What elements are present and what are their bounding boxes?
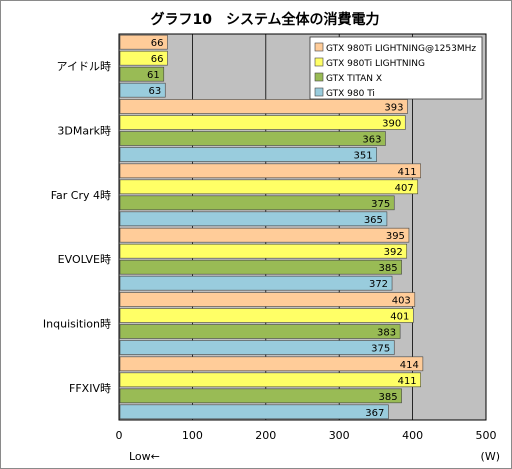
x-tick-label: 0: [116, 429, 123, 442]
bar-value-label: 390: [382, 119, 401, 130]
bar-value-label: 407: [395, 183, 414, 194]
bar: [119, 388, 402, 404]
bar-value-label: 63: [149, 86, 162, 97]
legend-label: GTX 980Ti LIGHTNING: [326, 59, 425, 69]
bar-value-label: 403: [392, 296, 411, 307]
legend-label: GTX 980Ti LIGHTNING@1253MHz: [326, 44, 476, 54]
bar-value-label: 375: [371, 344, 390, 355]
category-label: Inquisition時: [43, 318, 111, 331]
bar-value-label: 383: [377, 328, 396, 339]
bar: [119, 115, 406, 130]
bar: [119, 163, 421, 179]
bar-value-label: 385: [378, 392, 397, 403]
bar: [119, 324, 401, 339]
bar-value-label: 372: [369, 279, 388, 290]
bar-value-label: 395: [386, 231, 405, 242]
bar-value-label: 411: [398, 376, 417, 387]
bar: [119, 259, 402, 275]
bar-value-label: 351: [354, 151, 373, 162]
legend-swatch: [314, 57, 324, 67]
category-label: EVOLVE時: [58, 253, 111, 266]
bar: [119, 211, 388, 227]
bar-value-label: 411: [398, 167, 417, 178]
category-label: 3DMark時: [57, 125, 111, 138]
bar-value-label: 66: [151, 38, 164, 49]
x-axis-unit-label: (W): [481, 450, 500, 463]
bar: [119, 147, 377, 162]
bar-value-label: 393: [384, 103, 403, 114]
bar: [119, 404, 389, 420]
x-tick-label: 100: [182, 429, 203, 442]
x-tick-labels: 0 100 200 300 400 500: [116, 429, 497, 442]
bar: [119, 66, 165, 82]
x-tick-label: 300: [329, 429, 350, 442]
plot-border: [118, 33, 487, 421]
legend-label: GTX 980 Ti: [326, 89, 375, 99]
category-label: アイドル時: [57, 60, 111, 73]
bar-value-label: 401: [390, 312, 409, 323]
bar-value-label: 365: [364, 215, 383, 226]
legend-label: GTX TITAN X: [326, 74, 382, 84]
gridlines: [118, 33, 487, 421]
category-label: FFXIV時: [69, 382, 111, 395]
legend: GTX 980Ti LIGHTNING@1253MHz GTX 980Ti LIG…: [309, 36, 483, 100]
bar: [119, 275, 393, 291]
bar-value-label: 385: [378, 263, 397, 274]
bar-value-label: 66: [151, 54, 164, 65]
bar: [119, 227, 410, 243]
bar: [119, 179, 419, 195]
bar: [119, 195, 395, 211]
category-label: Far Cry 4時: [51, 189, 111, 202]
bar-value-label: 367: [365, 408, 384, 419]
bar: [119, 131, 386, 146]
bar: [119, 50, 168, 66]
x-tick-label: 200: [255, 429, 276, 442]
x-tick-label: 400: [402, 429, 423, 442]
bar: [119, 82, 166, 98]
x-tick-label: 500: [476, 429, 497, 442]
bar: [119, 243, 408, 259]
bar-value-label: 61: [147, 70, 160, 81]
bar-value-label: 392: [384, 247, 403, 258]
legend-swatch: [314, 72, 324, 82]
bar-value-label: 414: [400, 360, 419, 371]
bar: [119, 356, 424, 372]
bar: [119, 308, 414, 323]
x-axis-low-label: Low←: [129, 450, 160, 463]
legend-swatch: [314, 87, 324, 97]
bar: [119, 340, 395, 355]
bar: [119, 292, 416, 307]
category-labels: アイドル時 3DMark時 Far Cry 4時 EVOLVE時 Inquisition…: [43, 60, 111, 395]
bar: [119, 34, 168, 50]
legend-swatch: [314, 42, 324, 52]
legend-box: [309, 36, 483, 100]
chart-title: グラフ10 システム全体の消費電力: [150, 11, 379, 28]
bar-value-label: 375: [371, 199, 390, 210]
bar: [119, 372, 421, 388]
bar-value-label: 363: [362, 135, 381, 146]
bar: [119, 99, 408, 114]
